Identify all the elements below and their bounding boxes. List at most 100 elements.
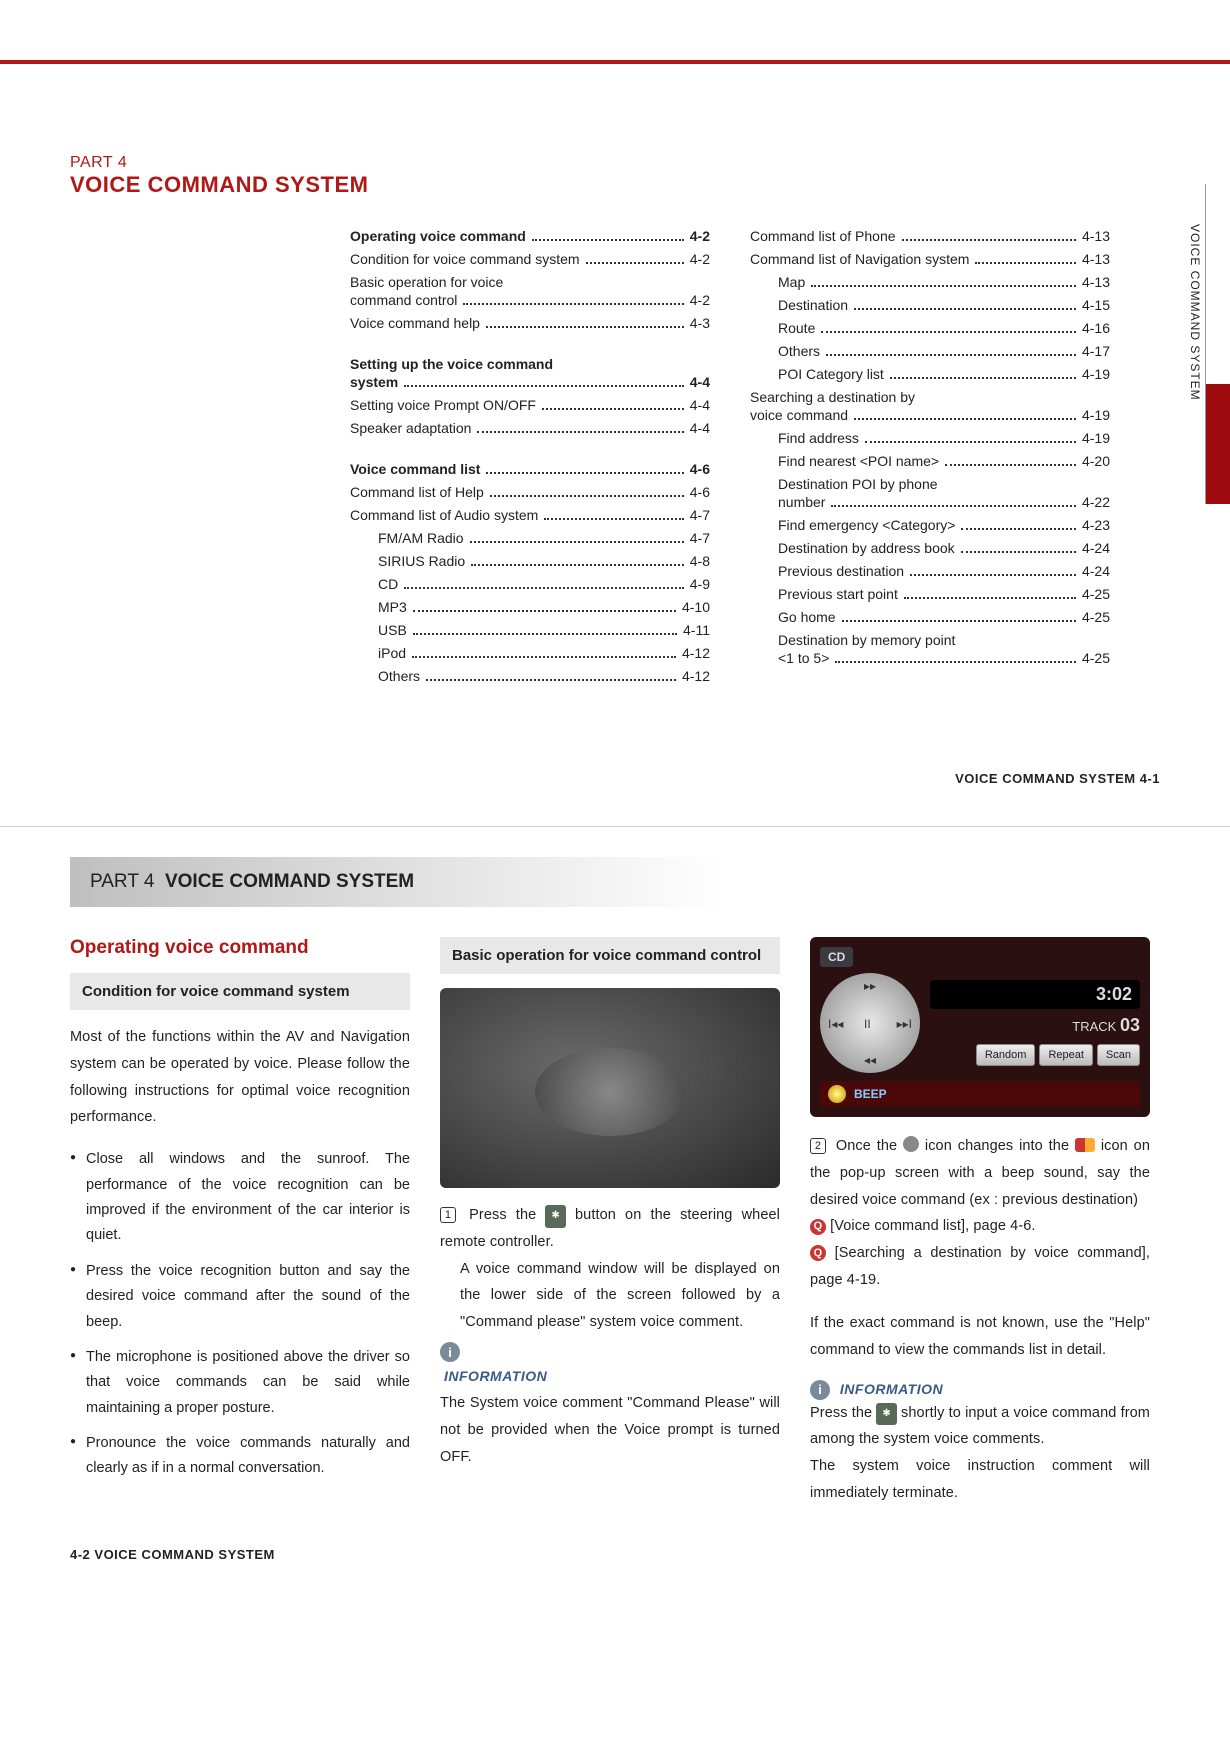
- info-heading: INFORMATION: [840, 1381, 943, 1397]
- page-1: VOICE COMMAND SYSTEM PART 4 VOICE COMMAN…: [0, 60, 1230, 826]
- toc-row: Searching a destination byvoice command4…: [750, 389, 1110, 424]
- part-label: PART 4: [70, 154, 1160, 172]
- toc-row: Others4-12: [350, 668, 710, 685]
- info-body: The System voice comment "Command Please…: [440, 1390, 780, 1470]
- info-icon: i: [810, 1380, 830, 1400]
- toc-row: Basic operation for voicecommand control…: [350, 274, 710, 309]
- info-heading: INFORMATION: [444, 1368, 547, 1384]
- ib1a: Press the: [810, 1405, 872, 1421]
- toc-row: Previous destination4-24: [750, 563, 1110, 580]
- info-icon: i: [440, 1342, 460, 1362]
- toc-row: Route4-16: [750, 320, 1110, 337]
- header-title: VOICE COMMAND SYSTEM: [165, 871, 414, 892]
- toc-row: Others4-17: [750, 343, 1110, 360]
- step1-para: A voice command window will be displayed…: [440, 1256, 780, 1336]
- cd-buttons: RandomRepeatScan: [930, 1044, 1140, 1066]
- info-body-2b: The system voice instruction comment wil…: [810, 1453, 1150, 1507]
- section-tab: [1206, 384, 1230, 504]
- mic-icon: [903, 1136, 919, 1152]
- ref-1: Q [Voice command list], page 4-6.: [810, 1213, 1150, 1240]
- toc-row: SIRIUS Radio4-8: [350, 553, 710, 570]
- toc-column-left: Operating voice command4-2 Condition for …: [350, 228, 710, 691]
- page-footer: VOICE COMMAND SYSTEM 4-1: [70, 771, 1160, 786]
- subsection-heading: Condition for voice command system: [70, 973, 410, 1010]
- toc-row: Map4-13: [750, 274, 1110, 291]
- toc-row: Find nearest <POI name>4-20: [750, 453, 1110, 470]
- dpad: ▸▸ ◂◂ I◂◂ ▸▸I II: [820, 973, 920, 1073]
- toc-row: Command list of Navigation system4-13: [750, 251, 1110, 268]
- toc-row: Destination by address book4-24: [750, 540, 1110, 557]
- column-1: Operating voice command Condition for vo…: [70, 937, 410, 1507]
- page-footer: 4-2 VOICE COMMAND SYSTEM: [70, 1547, 1160, 1562]
- wheel-hub: [535, 1048, 685, 1136]
- toc-row: Setting voice Prompt ON/OFF4-4: [350, 397, 710, 414]
- ref-icon: Q: [810, 1219, 826, 1235]
- cd-time: 3:02: [930, 980, 1140, 1009]
- voice-button-icon: ✱: [545, 1205, 565, 1228]
- toc-row: Voice command help4-3: [350, 315, 710, 332]
- ref-icon: Q: [810, 1245, 826, 1261]
- section-heading: Operating voice command: [70, 937, 410, 959]
- beep-icon: [828, 1085, 846, 1103]
- toc: Operating voice command4-2 Condition for …: [350, 228, 1160, 691]
- toc-row: Command list of Help4-6: [350, 484, 710, 501]
- toc-row: Find emergency <Category>4-23: [750, 517, 1110, 534]
- track-num: 03: [1120, 1015, 1140, 1035]
- cd-button: Repeat: [1039, 1044, 1092, 1066]
- toc-row: Speaker adaptation4-4: [350, 420, 710, 437]
- info-body-2a: Press the ✱ shortly to input a voice com…: [810, 1400, 1150, 1454]
- q1: [Voice command list], page 4-6.: [830, 1218, 1035, 1234]
- step-number-1: 1: [440, 1207, 456, 1223]
- toc-row: Voice command list4-6: [350, 461, 710, 478]
- cd-button: Random: [976, 1044, 1036, 1066]
- s2a: Once the: [836, 1138, 897, 1154]
- step1-a: Press the: [469, 1207, 536, 1223]
- content-columns: Operating voice command Condition for vo…: [70, 937, 1160, 1507]
- cd-track: TRACK 03: [930, 1015, 1140, 1036]
- page2-header: PART 4 VOICE COMMAND SYSTEM: [70, 857, 1160, 907]
- toc-row: FM/AM Radio4-7: [350, 530, 710, 547]
- toc-row: Destination POI by phonenumber4-22: [750, 476, 1110, 511]
- side-label: VOICE COMMAND SYSTEM: [1188, 224, 1202, 401]
- cd-button: Scan: [1097, 1044, 1140, 1066]
- beep-label: BEEP: [854, 1087, 887, 1101]
- toc-row: Condition for voice command system4-2: [350, 251, 710, 268]
- toc-row: Command list of Audio system4-7: [350, 507, 710, 524]
- toc-row: USB4-11: [350, 622, 710, 639]
- info-block-2: i INFORMATION: [810, 1380, 1150, 1400]
- steering-wheel-image: [440, 988, 780, 1188]
- step-number-2: 2: [810, 1138, 826, 1154]
- voice-button-icon: ✱: [876, 1403, 896, 1426]
- bullet-item: Press the voice recognition button and s…: [70, 1259, 410, 1335]
- page-2: PART 4 VOICE COMMAND SYSTEM Operating vo…: [0, 827, 1230, 1602]
- header-part: PART 4: [90, 871, 154, 892]
- q2: [Searching a destination by voice comman…: [810, 1245, 1150, 1288]
- toc-row: Destination by memory point<1 to 5>4-25: [750, 632, 1110, 667]
- toc-row: Operating voice command4-2: [350, 228, 710, 245]
- toc-row: Go home4-25: [750, 609, 1110, 626]
- step-1-text: 1 Press the ✱ button on the steering whe…: [440, 1202, 780, 1256]
- track-label: TRACK: [1072, 1019, 1116, 1034]
- toc-row: iPod4-12: [350, 645, 710, 662]
- cd-screen-mock: CD ▸▸ ◂◂ I◂◂ ▸▸I II 3:02 TRACK 03: [810, 937, 1150, 1117]
- bullet-list: Close all windows and the sunroof. The p…: [70, 1147, 410, 1482]
- speaker-icon: [1075, 1138, 1095, 1152]
- bullet-item: Close all windows and the sunroof. The p…: [70, 1147, 410, 1249]
- s2b: icon changes into the: [925, 1138, 1069, 1154]
- para2: If the exact command is not known, use t…: [810, 1310, 1150, 1364]
- info-block: i: [440, 1342, 780, 1362]
- toc-row: POI Category list4-19: [750, 366, 1110, 383]
- beep-bar: BEEP: [820, 1081, 1140, 1107]
- bullet-item: The microphone is positioned above the d…: [70, 1345, 410, 1421]
- toc-row: Command list of Phone4-13: [750, 228, 1110, 245]
- bullet-item: Pronounce the voice commands naturally a…: [70, 1431, 410, 1482]
- column-3: CD ▸▸ ◂◂ I◂◂ ▸▸I II 3:02 TRACK 03: [810, 937, 1150, 1507]
- toc-row: Find address4-19: [750, 430, 1110, 447]
- subsection-heading: Basic operation for voice command contro…: [440, 937, 780, 974]
- toc-row: MP34-10: [350, 599, 710, 616]
- toc-row: Destination4-15: [750, 297, 1110, 314]
- toc-row: Previous start point4-25: [750, 586, 1110, 603]
- column-2: Basic operation for voice command contro…: [440, 937, 780, 1507]
- step-2-text: 2 Once the icon changes into the icon on…: [810, 1133, 1150, 1213]
- ref-2: Q [Searching a destination by voice comm…: [810, 1240, 1150, 1294]
